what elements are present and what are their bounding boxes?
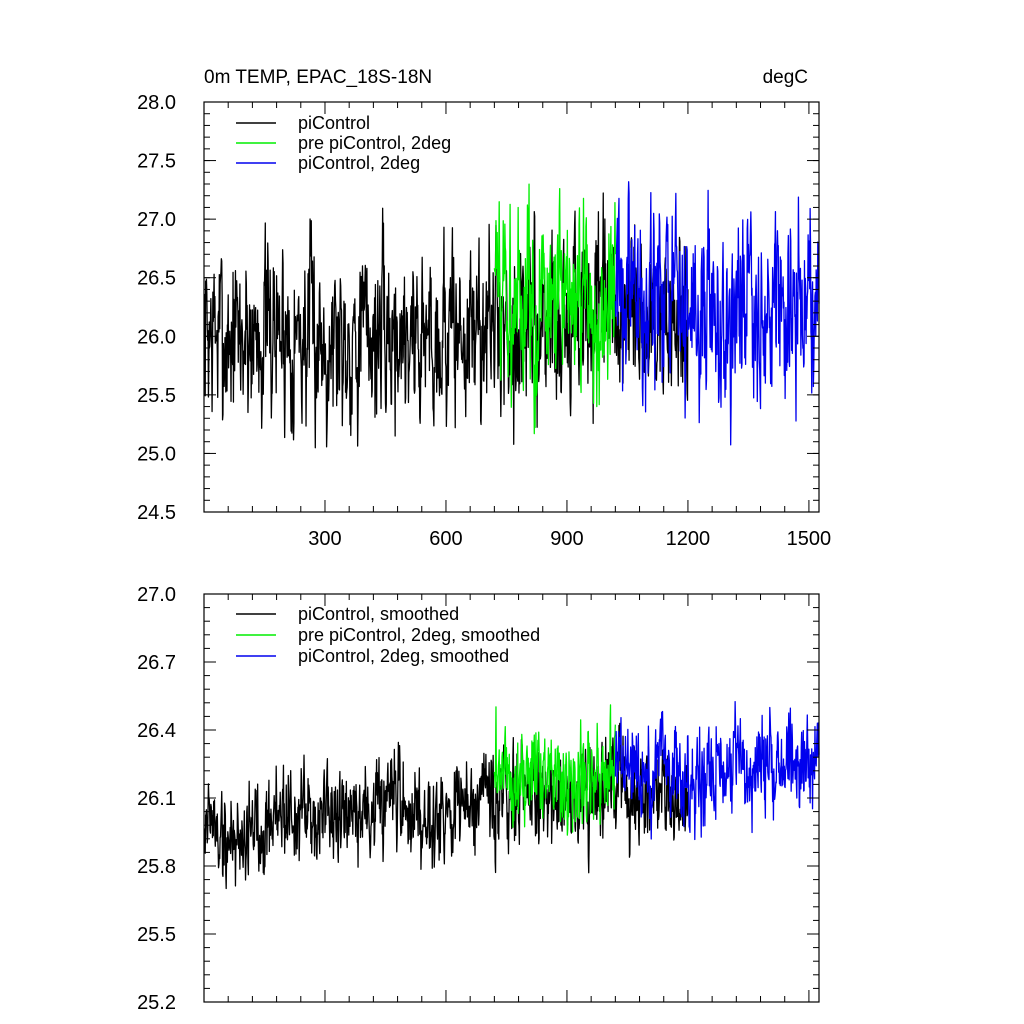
y-tick-label: 25.8 [137,856,176,878]
x-tick-label: 600 [429,528,462,550]
y-tick-label: 25.2 [137,992,176,1014]
y-tick-label: 28.0 [137,92,176,114]
y-tick-label: 27.5 [137,151,176,173]
legend-label-1: pre piControl, 2deg, smoothed [298,625,540,645]
y-tick-label: 27.0 [137,584,176,606]
y-tick-label: 25.0 [137,443,176,465]
y-tick-label: 25.5 [137,924,176,946]
legend-label-1: pre piControl, 2deg [298,133,451,153]
top-panel: 0m TEMP, EPAC_18S-18N degC piControlpre … [137,67,831,550]
bottom-panel-axes: 25.2 25.5 25.8 26.1 26.4 26.7 27.0 [137,584,819,1014]
top-panel-series-group [203,181,820,449]
x-tick-label: 300 [308,528,341,550]
legend-label-0: piControl, smoothed [298,604,459,624]
top-panel-units: degC [763,67,808,88]
x-tick-label: 900 [550,528,583,550]
top-panel-title: 0m TEMP, EPAC_18S-18N [204,67,432,88]
y-tick-label: 26.7 [137,652,176,674]
series-line-0 [203,722,689,890]
y-tick-label: 24.5 [137,502,176,524]
top-panel-axes: 300 600 900 1200 1500 24.5 25.0 25.5 26.0 26.5 27.… [137,92,831,550]
top-panel-frame [203,101,820,513]
series-line-2 [614,181,820,446]
series-line-1 [493,704,616,836]
y-tick-label: 26.1 [137,788,176,810]
y-tick-label: 26.4 [137,720,176,742]
x-tick-label: 1500 [787,528,832,550]
legend-label-2: piControl, 2deg, smoothed [298,646,509,666]
series-line-2 [614,701,820,841]
legend-label-2: piControl, 2deg [298,153,420,173]
y-tick-label: 26.5 [137,268,176,290]
y-tick-label: 26.0 [137,326,176,348]
bottom-panel-frame [203,593,820,1003]
bottom-panel-series-group [203,701,820,890]
legend-label-0: piControl [298,113,370,133]
y-tick-label: 27.0 [137,209,176,231]
x-tick-label: 1200 [666,528,711,550]
series-line-1 [493,183,616,435]
y-tick-label: 25.5 [137,385,176,407]
